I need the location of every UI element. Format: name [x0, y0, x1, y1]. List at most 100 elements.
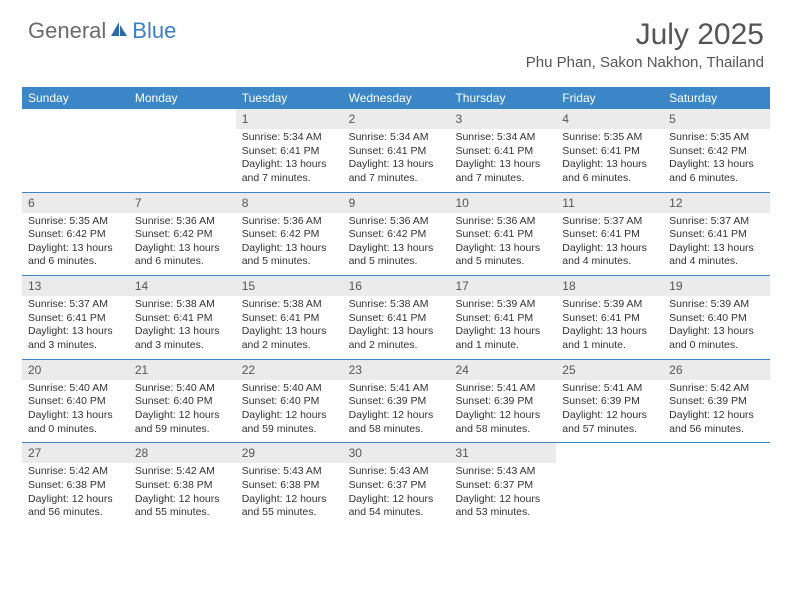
day-cell: 5Sunrise: 5:35 AMSunset: 6:42 PMDaylight… [663, 109, 770, 192]
day-info: Sunrise: 5:39 AMSunset: 6:41 PMDaylight:… [449, 296, 556, 353]
day-number: 26 [663, 360, 770, 380]
location-text: Phu Phan, Sakon Nakhon, Thailand [526, 54, 764, 71]
sunrise-text: Sunrise: 5:42 AM [28, 465, 123, 479]
daylight1-text: Daylight: 13 hours [455, 325, 550, 339]
daylight2-text: and 4 minutes. [562, 255, 657, 269]
weekday-header: Wednesday [343, 87, 450, 109]
daylight2-text: and 1 minute. [562, 339, 657, 353]
day-info: Sunrise: 5:42 AMSunset: 6:39 PMDaylight:… [663, 380, 770, 437]
day-number: 9 [343, 193, 450, 213]
sunset-text: Sunset: 6:42 PM [669, 145, 764, 159]
daylight1-text: Daylight: 12 hours [455, 493, 550, 507]
daylight1-text: Daylight: 13 hours [242, 158, 337, 172]
day-cell: 14Sunrise: 5:38 AMSunset: 6:41 PMDayligh… [129, 276, 236, 359]
week-row: 1Sunrise: 5:34 AMSunset: 6:41 PMDaylight… [22, 109, 770, 192]
day-number: 17 [449, 276, 556, 296]
day-number: 11 [556, 193, 663, 213]
daylight2-text: and 55 minutes. [242, 506, 337, 520]
sunrise-text: Sunrise: 5:43 AM [242, 465, 337, 479]
daylight1-text: Daylight: 13 hours [455, 242, 550, 256]
sunrise-text: Sunrise: 5:41 AM [562, 382, 657, 396]
sunrise-text: Sunrise: 5:42 AM [669, 382, 764, 396]
sunrise-text: Sunrise: 5:37 AM [28, 298, 123, 312]
daylight1-text: Daylight: 13 hours [28, 409, 123, 423]
day-info: Sunrise: 5:36 AMSunset: 6:42 PMDaylight:… [129, 213, 236, 270]
sunrise-text: Sunrise: 5:43 AM [455, 465, 550, 479]
day-cell: 1Sunrise: 5:34 AMSunset: 6:41 PMDaylight… [236, 109, 343, 192]
daylight1-text: Daylight: 13 hours [562, 158, 657, 172]
day-info: Sunrise: 5:43 AMSunset: 6:37 PMDaylight:… [343, 463, 450, 520]
sunrise-text: Sunrise: 5:35 AM [562, 131, 657, 145]
weekday-header: Friday [556, 87, 663, 109]
daylight2-text: and 3 minutes. [28, 339, 123, 353]
sunset-text: Sunset: 6:39 PM [455, 395, 550, 409]
day-info: Sunrise: 5:43 AMSunset: 6:38 PMDaylight:… [236, 463, 343, 520]
day-cell: 3Sunrise: 5:34 AMSunset: 6:41 PMDaylight… [449, 109, 556, 192]
daylight2-text: and 53 minutes. [455, 506, 550, 520]
day-cell: 16Sunrise: 5:38 AMSunset: 6:41 PMDayligh… [343, 276, 450, 359]
day-cell: 12Sunrise: 5:37 AMSunset: 6:41 PMDayligh… [663, 193, 770, 276]
day-number: 15 [236, 276, 343, 296]
day-number: 29 [236, 443, 343, 463]
sunrise-text: Sunrise: 5:37 AM [562, 215, 657, 229]
day-number: 21 [129, 360, 236, 380]
daylight1-text: Daylight: 13 hours [242, 242, 337, 256]
day-cell: 19Sunrise: 5:39 AMSunset: 6:40 PMDayligh… [663, 276, 770, 359]
daylight1-text: Daylight: 12 hours [242, 409, 337, 423]
sunset-text: Sunset: 6:40 PM [28, 395, 123, 409]
day-info: Sunrise: 5:36 AMSunset: 6:42 PMDaylight:… [236, 213, 343, 270]
daylight2-text: and 5 minutes. [349, 255, 444, 269]
daylight1-text: Daylight: 13 hours [669, 242, 764, 256]
day-number: 14 [129, 276, 236, 296]
daylight2-text: and 6 minutes. [135, 255, 230, 269]
day-cell: 28Sunrise: 5:42 AMSunset: 6:38 PMDayligh… [129, 443, 236, 526]
daylight2-text: and 0 minutes. [28, 423, 123, 437]
day-info: Sunrise: 5:43 AMSunset: 6:37 PMDaylight:… [449, 463, 556, 520]
sunrise-text: Sunrise: 5:35 AM [28, 215, 123, 229]
day-info: Sunrise: 5:39 AMSunset: 6:41 PMDaylight:… [556, 296, 663, 353]
sunrise-text: Sunrise: 5:36 AM [242, 215, 337, 229]
day-info: Sunrise: 5:39 AMSunset: 6:40 PMDaylight:… [663, 296, 770, 353]
day-info: Sunrise: 5:36 AMSunset: 6:42 PMDaylight:… [343, 213, 450, 270]
day-info: Sunrise: 5:38 AMSunset: 6:41 PMDaylight:… [129, 296, 236, 353]
day-cell: 4Sunrise: 5:35 AMSunset: 6:41 PMDaylight… [556, 109, 663, 192]
sunrise-text: Sunrise: 5:42 AM [135, 465, 230, 479]
day-number: 10 [449, 193, 556, 213]
week-row: 6Sunrise: 5:35 AMSunset: 6:42 PMDaylight… [22, 192, 770, 276]
day-cell [129, 109, 236, 192]
day-info: Sunrise: 5:35 AMSunset: 6:41 PMDaylight:… [556, 129, 663, 186]
day-info: Sunrise: 5:38 AMSunset: 6:41 PMDaylight:… [236, 296, 343, 353]
day-info: Sunrise: 5:37 AMSunset: 6:41 PMDaylight:… [663, 213, 770, 270]
day-cell: 21Sunrise: 5:40 AMSunset: 6:40 PMDayligh… [129, 360, 236, 443]
daylight1-text: Daylight: 12 hours [349, 409, 444, 423]
day-cell: 29Sunrise: 5:43 AMSunset: 6:38 PMDayligh… [236, 443, 343, 526]
sunset-text: Sunset: 6:41 PM [242, 145, 337, 159]
sunset-text: Sunset: 6:40 PM [135, 395, 230, 409]
day-cell: 18Sunrise: 5:39 AMSunset: 6:41 PMDayligh… [556, 276, 663, 359]
title-block: July 2025 Phu Phan, Sakon Nakhon, Thaila… [526, 18, 764, 71]
daylight2-text: and 59 minutes. [242, 423, 337, 437]
daylight1-text: Daylight: 12 hours [562, 409, 657, 423]
sunrise-text: Sunrise: 5:34 AM [455, 131, 550, 145]
day-number: 19 [663, 276, 770, 296]
sunset-text: Sunset: 6:41 PM [349, 145, 444, 159]
daylight2-text: and 55 minutes. [135, 506, 230, 520]
daylight1-text: Daylight: 13 hours [562, 325, 657, 339]
daylight2-text: and 6 minutes. [562, 172, 657, 186]
day-cell: 8Sunrise: 5:36 AMSunset: 6:42 PMDaylight… [236, 193, 343, 276]
day-cell: 31Sunrise: 5:43 AMSunset: 6:37 PMDayligh… [449, 443, 556, 526]
day-cell: 20Sunrise: 5:40 AMSunset: 6:40 PMDayligh… [22, 360, 129, 443]
day-cell: 15Sunrise: 5:38 AMSunset: 6:41 PMDayligh… [236, 276, 343, 359]
day-number: 13 [22, 276, 129, 296]
sunset-text: Sunset: 6:39 PM [562, 395, 657, 409]
sunset-text: Sunset: 6:42 PM [135, 228, 230, 242]
daylight2-text: and 7 minutes. [349, 172, 444, 186]
daylight2-text: and 56 minutes. [28, 506, 123, 520]
day-number: 1 [236, 109, 343, 129]
day-info: Sunrise: 5:41 AMSunset: 6:39 PMDaylight:… [556, 380, 663, 437]
logo-sail-icon [109, 20, 129, 43]
day-number: 3 [449, 109, 556, 129]
daylight1-text: Daylight: 13 hours [349, 158, 444, 172]
daylight1-text: Daylight: 12 hours [28, 493, 123, 507]
day-info: Sunrise: 5:35 AMSunset: 6:42 PMDaylight:… [663, 129, 770, 186]
